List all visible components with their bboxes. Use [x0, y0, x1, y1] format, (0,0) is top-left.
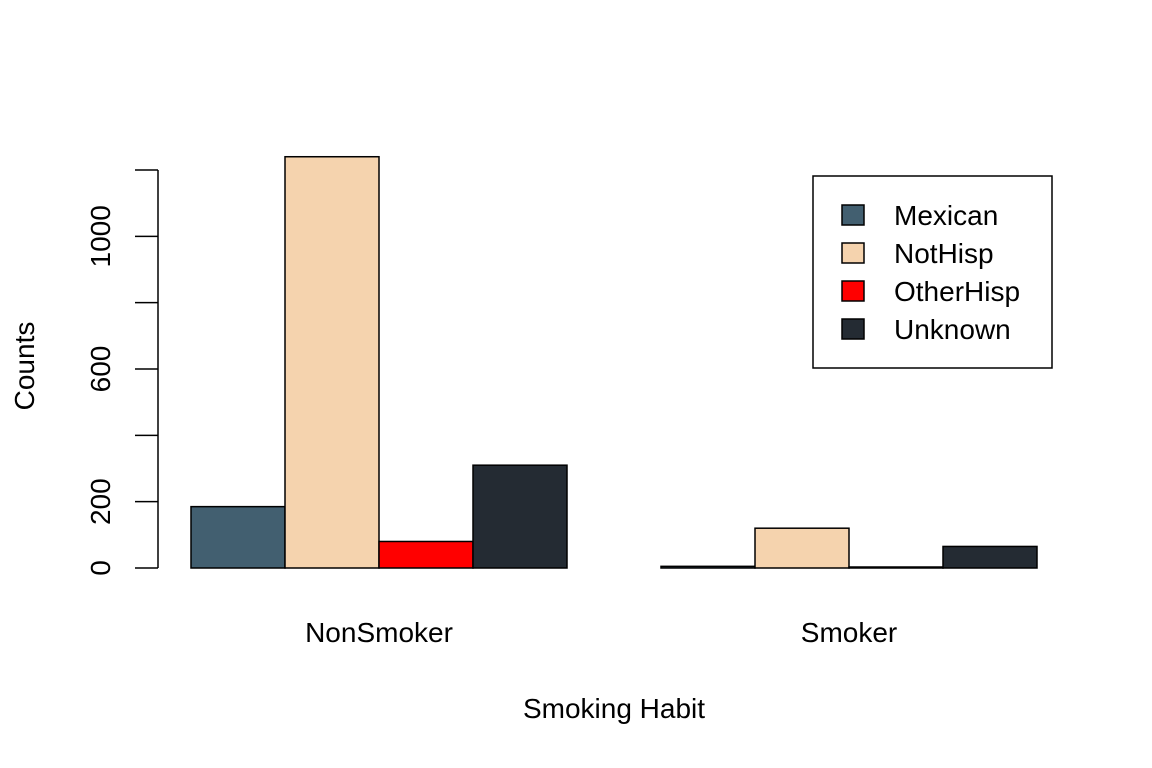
legend-swatch	[841, 204, 865, 226]
y-axis-title: Counts	[9, 322, 40, 411]
y-tick-label: 0	[85, 560, 116, 576]
legend-swatch	[841, 242, 865, 264]
legend-swatch	[841, 318, 865, 340]
bar-nonsmoker-nothisp	[284, 155, 380, 569]
y-tick-label: 200	[85, 478, 116, 525]
legend-label: NotHisp	[894, 238, 994, 269]
bar-smoker-mexican	[660, 565, 756, 569]
legend: Mexican NotHisp OtherHisp Unknown	[812, 175, 1053, 369]
bar-nonsmoker-mexican	[190, 505, 286, 569]
x-axis-title: Smoking Habit	[523, 693, 705, 724]
y-tick-label: 1000	[85, 205, 116, 267]
y-axis: 0 200 600 1000	[85, 169, 159, 576]
bars	[190, 155, 1038, 569]
x-category-label: Smoker	[801, 617, 897, 648]
x-category-label: NonSmoker	[305, 617, 453, 648]
bar-smoker-nothisp	[754, 527, 850, 569]
bar-nonsmoker-unknown	[472, 464, 568, 569]
legend-label: Mexican	[894, 200, 998, 231]
bar-smoker-otherhisp	[848, 566, 944, 569]
legend-label: OtherHisp	[894, 276, 1020, 307]
legend-label: Unknown	[894, 314, 1011, 345]
legend-swatch	[841, 280, 865, 302]
category-labels: NonSmoker Smoker	[305, 617, 897, 648]
y-tick-label: 600	[85, 346, 116, 393]
bar-nonsmoker-otherhisp	[378, 540, 474, 569]
bar-smoker-unknown	[942, 545, 1038, 569]
